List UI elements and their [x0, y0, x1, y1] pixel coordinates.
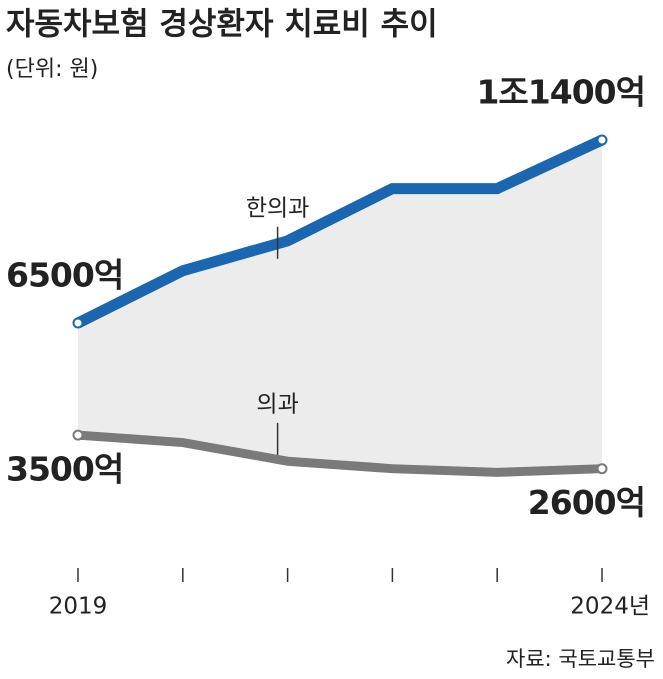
- series-label: 한의과: [246, 195, 309, 221]
- value-label: 1조1400억: [476, 73, 645, 112]
- x-tick-label: 2024년: [570, 594, 650, 620]
- end-point: [72, 429, 84, 441]
- chart-subtitle: (단위: 원): [6, 57, 98, 82]
- value-label: 3500억: [6, 450, 123, 489]
- source: 자료: 국토교통부: [506, 647, 655, 671]
- value-label: 6500억: [6, 256, 123, 295]
- series-label: 의과: [256, 391, 298, 417]
- end-point: [596, 463, 608, 475]
- end-point: [596, 134, 608, 146]
- value-label: 2600억: [528, 483, 645, 522]
- series-line: [77, 430, 603, 477]
- x-tick-label: 2019: [49, 594, 108, 620]
- gap-area: [78, 140, 602, 473]
- chart-title: 자동차보험 경상환자 치료비 추이: [6, 7, 438, 43]
- end-point: [72, 317, 84, 329]
- series-line: [75, 135, 605, 328]
